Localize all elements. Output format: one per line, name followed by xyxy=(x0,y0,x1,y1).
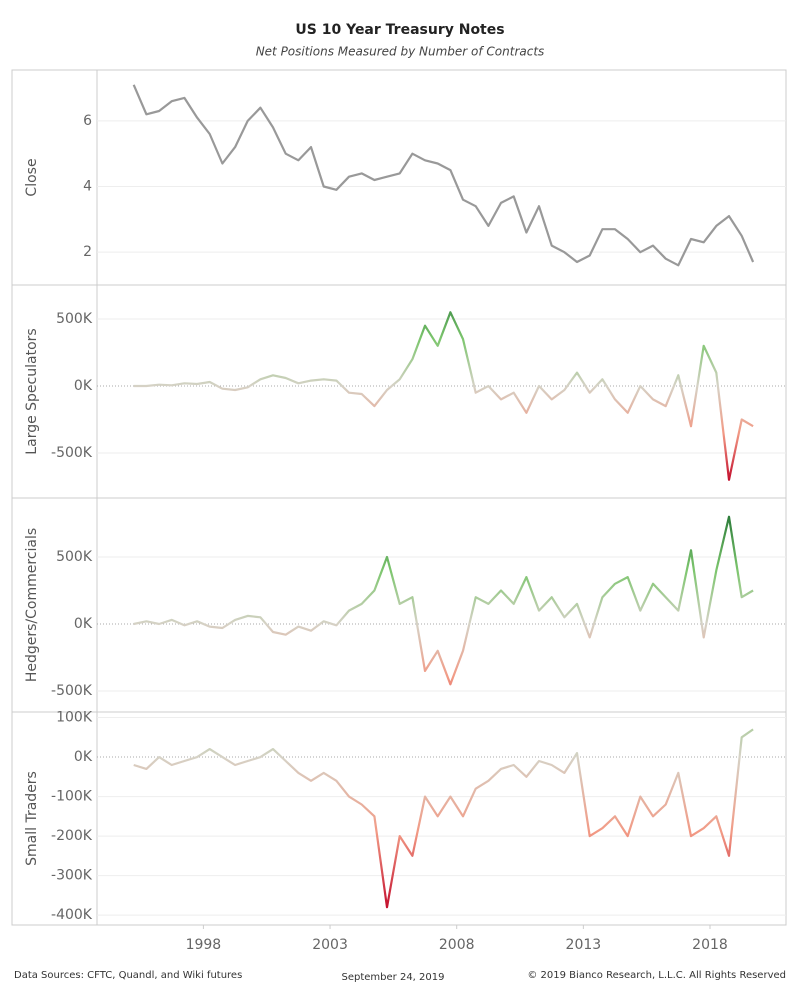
y-axis-label: Close xyxy=(24,158,40,196)
y-tick-label: -300K xyxy=(51,868,93,884)
x-tick-label: 2013 xyxy=(566,937,602,953)
y-tick-label: 100K xyxy=(56,710,93,726)
series-line xyxy=(133,515,754,686)
x-tick-label: 1998 xyxy=(186,937,222,953)
y-axis-label: Large Speculators xyxy=(24,328,40,454)
chart-subtitle: Net Positions Measured by Number of Cont… xyxy=(256,45,545,59)
y-tick-label: 500K xyxy=(56,311,93,327)
footer-date: September 24, 2019 xyxy=(342,972,445,983)
y-tick-label: -500K xyxy=(51,445,93,461)
chart-title: US 10 Year Treasury Notes xyxy=(295,22,504,38)
y-tick-label: -400K xyxy=(51,907,93,923)
x-tick-label: 2003 xyxy=(312,937,348,953)
y-tick-label: -500K xyxy=(51,683,93,699)
x-tick-label: 2018 xyxy=(692,937,728,953)
y-tick-label: 0K xyxy=(74,616,93,632)
y-axis-label: Small Traders xyxy=(24,771,40,866)
y-tick-label: 0K xyxy=(74,378,93,394)
y-tick-label: 2 xyxy=(83,244,92,260)
series-line xyxy=(133,728,754,909)
y-tick-label: 0K xyxy=(74,749,93,765)
y-tick-label: 4 xyxy=(83,179,92,195)
y-axis-label: Hedgers/Commercials xyxy=(24,528,40,682)
footer-source: Data Sources: CFTC, Quandl, and Wiki fut… xyxy=(14,970,242,981)
y-tick-label: -100K xyxy=(51,789,93,805)
y-tick-label: 6 xyxy=(83,113,92,129)
series-line xyxy=(132,84,755,267)
series-line xyxy=(133,311,754,481)
footer-copyright: © 2019 Bianco Research, L.L.C. All Right… xyxy=(527,970,786,981)
y-tick-label: 500K xyxy=(56,549,93,565)
x-tick-label: 2008 xyxy=(439,937,475,953)
y-tick-label: -200K xyxy=(51,828,93,844)
